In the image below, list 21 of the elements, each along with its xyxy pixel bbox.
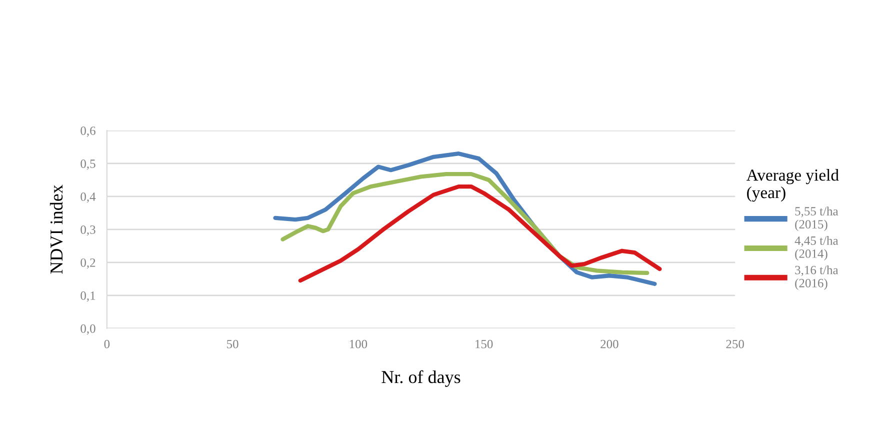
y-tick-label: 0,6: [80, 126, 96, 137]
x-tick-label: 100: [350, 340, 368, 348]
x-tick-label: 200: [600, 340, 618, 348]
x-tick-label: 250: [726, 340, 744, 348]
y-tick-label: 0,3: [80, 225, 96, 236]
y-axis-title: NDVI index: [50, 184, 63, 274]
y-tick-label: 0,2: [80, 258, 96, 269]
legend-label: 5,55 t/ha (2015): [795, 206, 838, 232]
x-tick-label: 50: [227, 340, 238, 348]
legend-title: Average yield (year): [746, 169, 839, 202]
y-tick-label: 0,1: [80, 291, 96, 302]
x-tick-label: 0: [104, 340, 110, 348]
y-tick-label: 0,4: [80, 192, 96, 203]
line-series: [298, 184, 662, 283]
line-series: [280, 172, 650, 276]
x-tick-label: 150: [476, 340, 493, 348]
legend-label: 3,16 t/ha (2016): [795, 265, 838, 290]
x-axis-title: Nr. of days: [382, 370, 460, 387]
y-tick-label: 0,0: [80, 324, 96, 335]
y-tick-label: 0,5: [80, 160, 96, 170]
legend-label: 4,45 t/ha (2014): [794, 236, 838, 260]
